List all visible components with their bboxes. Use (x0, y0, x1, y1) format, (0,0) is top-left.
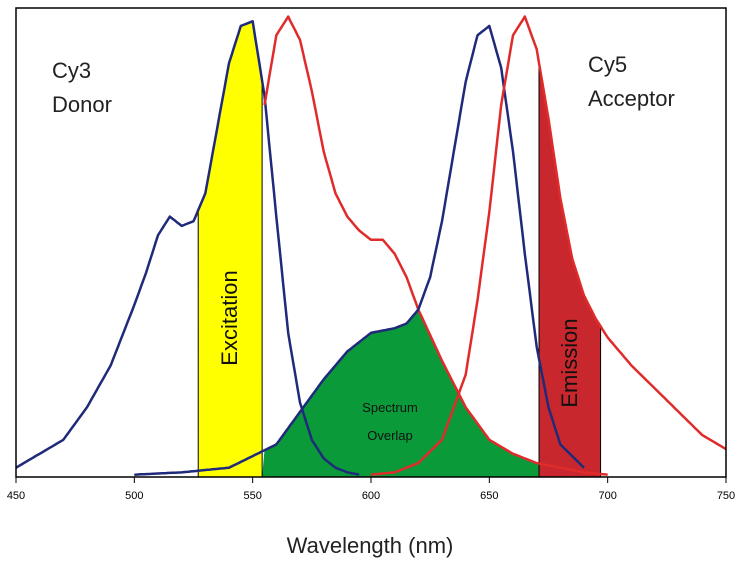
overlap-label-line2: Overlap (367, 428, 413, 443)
x-tick-label-650: 650 (480, 490, 498, 502)
cy3-emission-curve (263, 15, 608, 476)
donor-label-line1: Cy3 (52, 58, 91, 83)
x-tick-label-700: 700 (598, 490, 616, 502)
acceptor-label-line1: Cy5 (588, 52, 627, 77)
x-tick-label-550: 550 (243, 490, 261, 502)
x-tick-label-750: 750 (717, 490, 735, 502)
x-tick-label-450: 450 (7, 490, 25, 502)
overlap-label-line1: Spectrum (362, 400, 418, 415)
emission-band-label: Emission (557, 318, 582, 407)
cy5-emission-curve (370, 15, 727, 476)
donor-label-line2: Donor (52, 92, 112, 117)
excitation-band-label: Excitation (217, 270, 242, 365)
x-tick-label-500: 500 (125, 490, 143, 502)
spectrum-overlap-area (262, 309, 540, 477)
cy5-absorption-curve (134, 24, 585, 476)
x-axis-ticks: 450 500 550 600 650 700 750 (7, 477, 735, 502)
x-tick-label-600: 600 (362, 490, 380, 502)
acceptor-label-line2: Acceptor (588, 86, 675, 111)
curve-layer (15, 15, 727, 476)
excitation-band (197, 20, 263, 478)
x-axis-label: Wavelength (nm) (287, 533, 454, 558)
